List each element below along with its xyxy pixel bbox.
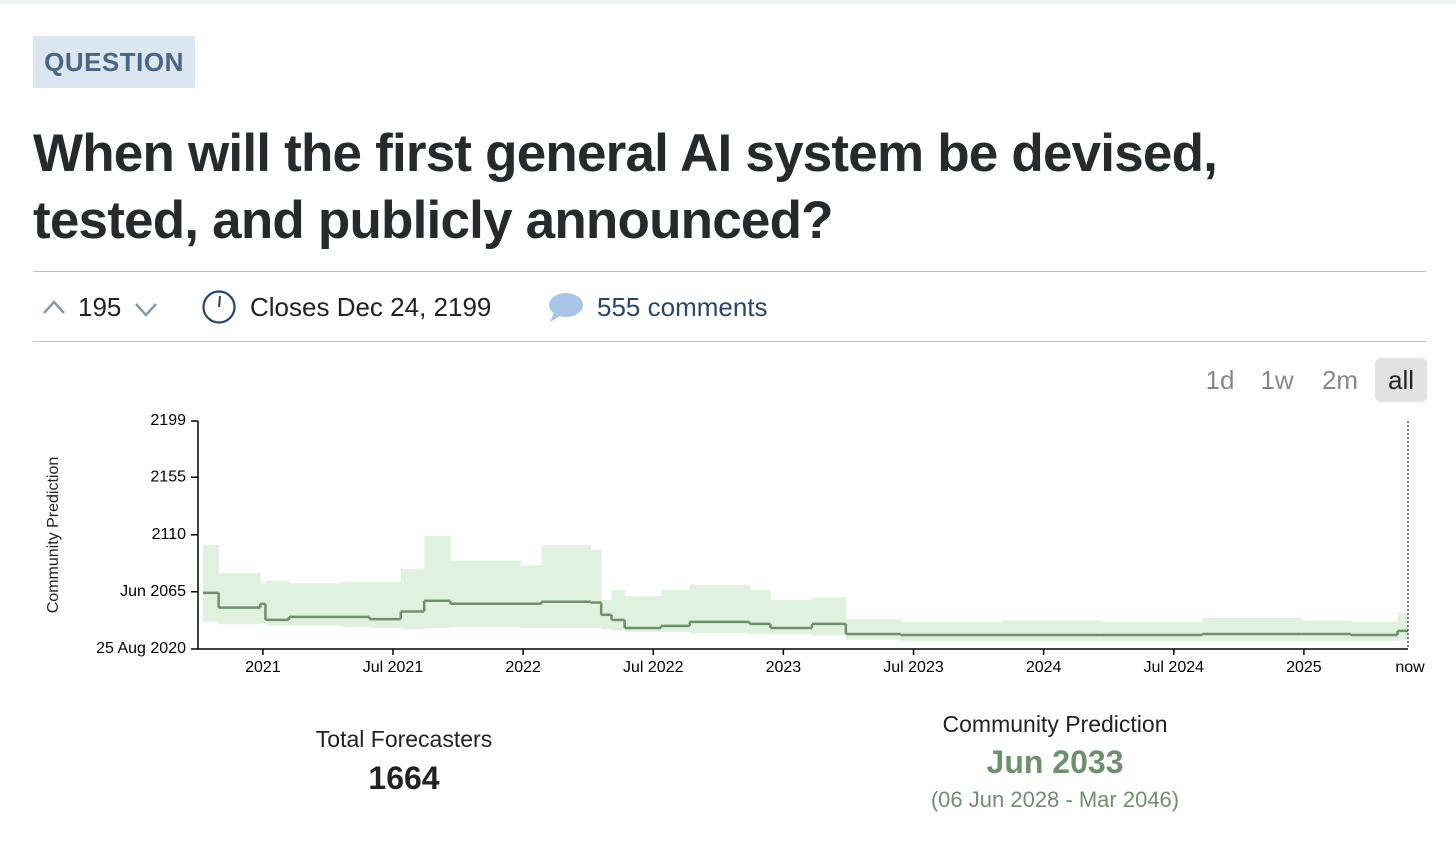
y-tick-label: 2155 [150, 468, 186, 485]
x-tick-label: now [1395, 659, 1425, 676]
interval-band [1301, 620, 1352, 641]
interval-band [288, 583, 342, 626]
interval-band [340, 582, 371, 627]
clock-icon [202, 290, 236, 324]
prediction-range: (06 Jun 2028 - Mar 2046) [930, 787, 1180, 812]
downvote[interactable] [132, 295, 162, 325]
interval-band [749, 589, 771, 635]
interval-band [770, 599, 813, 635]
range-button[interactable]: 2m [1321, 365, 1359, 395]
divider [33, 341, 1426, 342]
vote-count: 195 [78, 292, 122, 322]
x-tick-label: 2023 [766, 659, 802, 676]
upvote[interactable] [40, 293, 70, 323]
interval-band [1202, 617, 1302, 641]
x-tick-label: Jul 2021 [363, 659, 424, 676]
interval-band [900, 621, 1003, 641]
comments-link[interactable]: 555 comments [597, 292, 768, 322]
interval-band [265, 580, 290, 626]
interval-band [590, 550, 602, 629]
x-tick-label: Jul 2023 [883, 659, 944, 676]
y-tick-label: 2199 [150, 412, 186, 429]
range-button[interactable]: 1w [1260, 365, 1294, 395]
prediction-value: Jun 2033 [986, 744, 1124, 780]
interval-band [1397, 612, 1409, 640]
interval-band [1100, 621, 1203, 641]
interval-band [624, 596, 662, 632]
y-axis-label: Community Prediction [45, 457, 62, 614]
x-tick-label: 2022 [505, 659, 541, 676]
interval-band [541, 545, 592, 629]
x-tick-label: 2021 [245, 659, 281, 676]
interval-band [611, 589, 626, 631]
question-tag: QUESTION [33, 36, 195, 88]
interval-band [424, 536, 451, 629]
prediction-label: Community Prediction [942, 711, 1168, 737]
interval-band [218, 573, 261, 625]
interval-band [369, 582, 402, 629]
interval-band [845, 619, 901, 640]
interval-band [689, 584, 751, 634]
interval-band [812, 597, 847, 636]
x-tick-label: Jul 2022 [623, 659, 684, 676]
interval-band [520, 565, 542, 629]
x-tick-label: 2024 [1026, 659, 1062, 676]
y-tick-label: Jun 2065 [120, 583, 186, 600]
interval-band [1350, 621, 1399, 641]
y-tick-label: 25 Aug 2020 [96, 640, 186, 657]
forecasters-label: Total Forecasters [315, 726, 493, 752]
range-button[interactable]: all [1375, 358, 1427, 402]
interval-band [450, 560, 522, 627]
close-date: Closes Dec 24, 2199 [250, 292, 492, 322]
y-tick-label: 2110 [152, 526, 187, 543]
chart: Community Prediction 25 Aug 2020 Jun 2065… [45, 412, 1425, 676]
interval-band [1001, 620, 1102, 641]
top-border [0, 0, 1456, 4]
question-title: When will the first general AI system be… [33, 124, 1218, 250]
x-tick-label: Jul 2024 [1144, 659, 1205, 676]
interval-band [203, 544, 220, 622]
comment-icon [549, 293, 583, 322]
interval-band [400, 569, 425, 630]
forecasters-count: 1664 [368, 760, 440, 796]
x-tick-label: 2025 [1286, 659, 1322, 676]
range-button[interactable]: 1d [1205, 365, 1235, 395]
divider [33, 271, 1426, 272]
